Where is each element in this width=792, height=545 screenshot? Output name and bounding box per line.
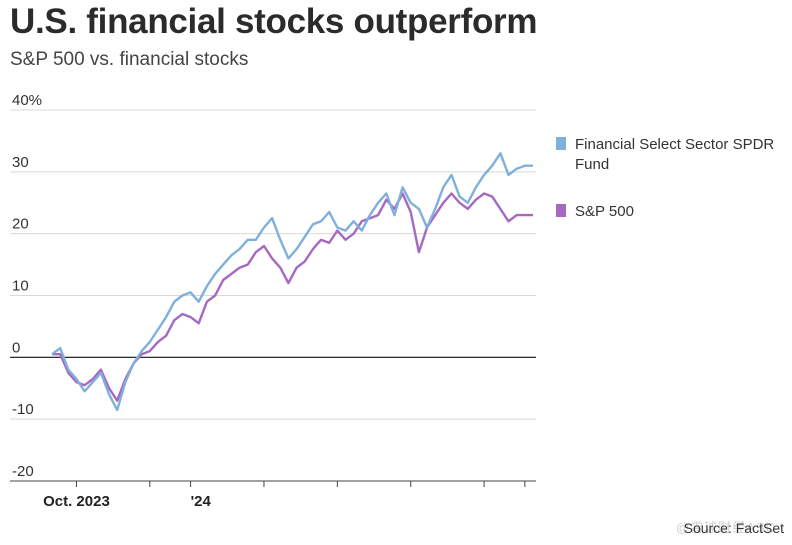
x-tick-label: Oct. 2023 <box>43 493 110 510</box>
y-tick-label: 40% <box>12 92 42 109</box>
series-line-sp500 <box>52 192 533 402</box>
chart-title: U.S. financial stocks outperform <box>10 2 538 41</box>
chart-subtitle: S&P 500 vs. financial stocks <box>10 49 249 70</box>
source-note: Source: FactSet <box>683 520 784 536</box>
y-tick-label: 10 <box>12 278 29 295</box>
y-tick-label: 0 <box>12 339 20 356</box>
y-tick-label: 30 <box>12 154 29 171</box>
legend-label-sp500: S&P 500 <box>575 203 634 220</box>
y-tick-label: -10 <box>12 401 34 418</box>
y-tick-label: 20 <box>12 216 29 233</box>
y-tick-label: -20 <box>12 463 34 480</box>
legend-swatch-financial <box>556 137 566 150</box>
watermark: @雪球财经ASC <box>676 520 776 535</box>
legend-swatch-sp500 <box>556 204 566 217</box>
series-line-financial <box>51 152 533 412</box>
legend-label-financial: Financial Select Sector SPDR Fund <box>575 136 774 173</box>
x-tick-label: '24 <box>191 493 212 510</box>
